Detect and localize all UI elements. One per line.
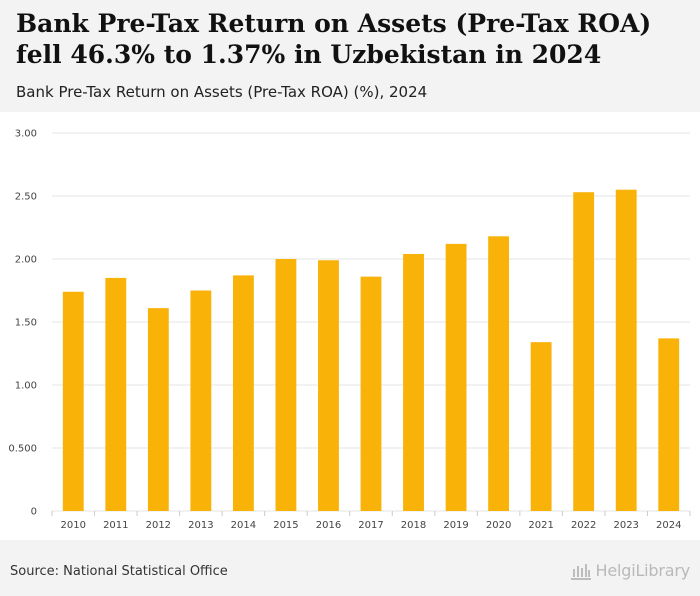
- chart-subtitle: Bank Pre-Tax Return on Assets (Pre-Tax R…: [16, 83, 428, 101]
- x-tick-label: 2012: [146, 520, 171, 531]
- bar-2010: [62, 291, 84, 511]
- x-tick-label: 2013: [188, 520, 213, 531]
- x-tick-label: 2023: [613, 520, 638, 531]
- bar-2016: [318, 260, 339, 511]
- bar-2018: [403, 253, 424, 511]
- y-tick-label: 1.00: [15, 381, 37, 392]
- x-tick-label: 2011: [103, 520, 128, 531]
- chart-title: Bank Pre-Tax Return on Assets (Pre-Tax R…: [16, 9, 652, 69]
- bar-2017: [360, 276, 382, 511]
- y-tick-label: 2.50: [15, 192, 37, 203]
- x-tick-label: 2016: [316, 520, 341, 531]
- bar-2023: [615, 189, 637, 511]
- x-tick-label: 2022: [571, 520, 596, 531]
- bar-2021: [530, 342, 552, 511]
- x-tick-label: 2018: [401, 520, 426, 531]
- x-tick-label: 2020: [486, 520, 511, 531]
- bar-2024: [658, 338, 680, 511]
- bar-2011: [105, 277, 127, 511]
- x-tick-label: 2021: [528, 520, 553, 531]
- x-tick-label: 2010: [61, 520, 86, 531]
- helgi-library-logo: HelgiLibrary: [570, 561, 690, 581]
- bar-2015: [275, 259, 297, 511]
- y-tick-label: 1.50: [15, 318, 37, 329]
- bar-2014: [232, 275, 254, 511]
- logo-text: HelgiLibrary: [595, 561, 691, 580]
- library-building-icon: [570, 564, 591, 580]
- y-tick-label: 3.00: [15, 129, 37, 140]
- chart-area: 0 0.500 1.00 1.50 2.00 2.50 3.00 2010 2011 2012 20…: [0, 112, 700, 540]
- y-tick-label: 2.00: [15, 255, 37, 266]
- bar-2022: [573, 192, 595, 511]
- bar-2020: [488, 236, 510, 511]
- bar-2019: [445, 243, 467, 511]
- bar-chart: 0 0.500 1.00 1.50 2.00 2.50 3.00 2010 2011 2012 20…: [8, 129, 691, 531]
- x-tick-label: 2014: [231, 520, 256, 531]
- x-tick-label: 2019: [443, 520, 468, 531]
- bar-2013: [190, 290, 212, 511]
- y-tick-label: 0: [31, 507, 37, 518]
- bar-2012: [147, 308, 169, 511]
- x-tick-label: 2024: [656, 520, 681, 531]
- source-note: Source: National Statistical Office: [10, 564, 228, 579]
- x-tick-label: 2015: [273, 520, 298, 531]
- x-tick-label: 2017: [358, 520, 383, 531]
- y-tick-label: 0.500: [8, 444, 37, 455]
